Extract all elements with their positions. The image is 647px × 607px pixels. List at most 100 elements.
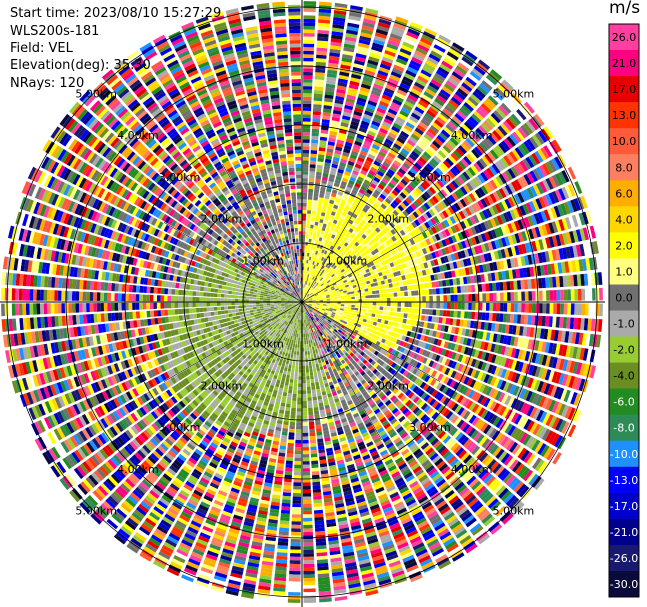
velocity-gate bbox=[439, 309, 444, 317]
velocity-gate bbox=[309, 425, 315, 430]
velocity-gate bbox=[310, 379, 315, 383]
velocity-gate bbox=[319, 140, 327, 145]
velocity-gate bbox=[461, 294, 465, 302]
velocity-gate bbox=[411, 308, 416, 314]
velocity-gate bbox=[333, 10, 347, 16]
velocity-gate bbox=[333, 153, 341, 159]
velocity-gate bbox=[314, 189, 320, 194]
velocity-gate bbox=[319, 303, 324, 305]
velocity-gate bbox=[336, 85, 347, 91]
velocity-gate bbox=[323, 169, 330, 174]
velocity-gate bbox=[308, 274, 311, 279]
velocity-gate bbox=[318, 8, 332, 14]
velocity-gate bbox=[313, 371, 318, 376]
velocity-gate bbox=[318, 19, 331, 24]
velocity-gate bbox=[304, 344, 307, 348]
velocity-gate bbox=[425, 289, 430, 295]
velocity-gate bbox=[326, 148, 334, 153]
velocity-gate bbox=[305, 361, 309, 366]
velocity-gate bbox=[343, 290, 347, 293]
velocity-gate bbox=[306, 274, 308, 278]
velocity-gate bbox=[302, 217, 306, 221]
velocity-gate bbox=[347, 297, 352, 300]
velocity-gate bbox=[454, 302, 458, 310]
velocity-gate bbox=[374, 314, 379, 318]
velocity-gate bbox=[353, 287, 358, 291]
velocity-gate bbox=[502, 313, 507, 323]
velocity-gate bbox=[407, 313, 412, 319]
velocity-gate bbox=[386, 306, 391, 311]
velocity-gate bbox=[324, 90, 335, 96]
velocity-gate bbox=[322, 223, 327, 228]
velocity-gate bbox=[368, 309, 373, 313]
velocity-gate bbox=[306, 383, 311, 387]
velocity-gate bbox=[309, 171, 315, 176]
velocity-gate bbox=[467, 285, 472, 293]
velocity-gate bbox=[324, 216, 329, 222]
velocity-gate bbox=[418, 296, 423, 302]
velocity-gate bbox=[464, 285, 469, 293]
velocity-gate bbox=[314, 410, 320, 415]
velocity-gate bbox=[333, 17, 346, 23]
velocity-gate bbox=[457, 302, 462, 310]
velocity-gate bbox=[330, 298, 334, 301]
velocity-gate bbox=[567, 289, 571, 301]
velocity-gate bbox=[328, 177, 335, 183]
velocity-gate bbox=[337, 168, 344, 174]
velocity-gate bbox=[323, 304, 327, 306]
velocity-gate bbox=[307, 206, 312, 211]
velocity-gate bbox=[302, 238, 305, 242]
velocity-gate bbox=[435, 316, 440, 323]
velocity-gate bbox=[341, 155, 349, 161]
velocity-gate bbox=[322, 176, 328, 181]
velocity-gate bbox=[500, 303, 504, 312]
velocity-gate bbox=[308, 256, 312, 261]
velocity-gate bbox=[365, 8, 379, 15]
velocity-gate bbox=[303, 22, 316, 27]
velocity-gate bbox=[464, 302, 469, 310]
velocity-gate bbox=[414, 290, 419, 296]
velocity-gate bbox=[302, 224, 306, 228]
velocity-gate bbox=[302, 248, 305, 253]
velocity-gate bbox=[332, 160, 339, 165]
velocity-gate bbox=[492, 303, 497, 312]
velocity-gate bbox=[365, 291, 369, 295]
velocity-gate bbox=[403, 285, 408, 291]
velocity-gate bbox=[302, 199, 307, 203]
velocity-gate bbox=[378, 285, 383, 290]
velocity-gate bbox=[353, 313, 358, 317]
velocity-gate bbox=[314, 225, 318, 230]
velocity-gate bbox=[330, 41, 342, 47]
velocity-gate bbox=[312, 485, 321, 490]
velocity-gate bbox=[330, 167, 337, 172]
velocity-gate bbox=[305, 284, 307, 289]
velocity-gate bbox=[324, 94, 334, 99]
velocity-gate bbox=[312, 111, 321, 116]
velocity-gate bbox=[310, 260, 313, 265]
velocity-gate bbox=[311, 343, 314, 347]
velocity-gate bbox=[320, 230, 325, 235]
velocity-gate bbox=[368, 305, 373, 309]
velocity-gate bbox=[326, 80, 336, 85]
velocity-gate bbox=[347, 291, 351, 295]
velocity-gate bbox=[312, 349, 316, 354]
velocity-gate bbox=[415, 296, 419, 302]
velocity-gate bbox=[482, 302, 487, 311]
velocity-gate bbox=[362, 299, 366, 302]
velocity-gate bbox=[302, 185, 308, 189]
velocity-gate bbox=[351, 304, 355, 308]
velocity-gate bbox=[303, 114, 311, 119]
velocity-gate bbox=[328, 55, 340, 61]
velocity-gate bbox=[354, 307, 359, 311]
velocity-gate bbox=[354, 56, 366, 63]
velocity-gate bbox=[324, 194, 330, 200]
velocity-gate bbox=[339, 71, 350, 77]
velocity-gate bbox=[316, 171, 322, 176]
velocity-gate bbox=[313, 257, 316, 262]
velocity-gate bbox=[348, 84, 359, 90]
velocity-gate bbox=[410, 284, 415, 290]
velocity-gate bbox=[396, 287, 401, 292]
velocity-gate bbox=[302, 284, 304, 288]
velocity-gate bbox=[435, 281, 440, 288]
velocity-gate bbox=[303, 287, 305, 292]
